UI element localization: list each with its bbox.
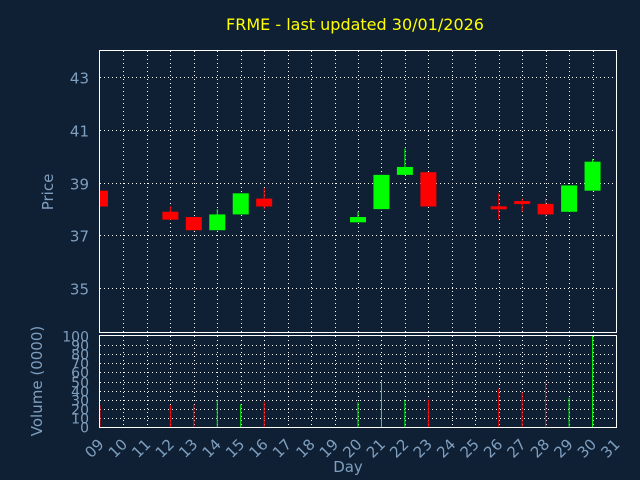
- volume-tick-label: 90: [71, 339, 89, 355]
- candle-body: [537, 203, 554, 215]
- candle-body: [209, 214, 226, 231]
- volume-tick-label: 40: [71, 385, 89, 401]
- price-axis-ticks: 35 37 39 41 43: [70, 70, 89, 299]
- volume-frame: [99, 335, 617, 428]
- price-tick-label: 43: [70, 70, 89, 88]
- price-axis-label: Price: [39, 174, 57, 211]
- candle-body: [232, 193, 249, 215]
- volume-tick-label: 70: [71, 357, 89, 373]
- candle-body: [584, 161, 601, 191]
- volume-tick-label: 100: [62, 330, 89, 346]
- candle-body: [373, 174, 390, 210]
- volume-tick-label: 60: [71, 366, 89, 382]
- candle-body: [396, 166, 413, 175]
- price-candles: [99, 148, 601, 231]
- price-tick-label: 35: [70, 281, 89, 299]
- volume-axis-label: Volume (0000): [28, 326, 46, 436]
- candle-body: [350, 217, 366, 223]
- price-panel: 35 37 39 41 43 Price: [39, 50, 617, 333]
- candle-body: [185, 217, 202, 231]
- volume-tick-label: 0: [80, 421, 89, 437]
- day-axis-label: Day: [333, 458, 363, 476]
- candle-body: [514, 201, 531, 205]
- volume-tick-label: 50: [71, 376, 89, 392]
- candle-body: [420, 172, 437, 207]
- candle-body: [100, 190, 108, 207]
- price-tick-label: 37: [70, 228, 89, 246]
- candle-body: [490, 206, 507, 210]
- candle-body: [162, 211, 179, 220]
- price-tick-label: 39: [70, 176, 89, 194]
- volume-tick-label: 80: [71, 348, 89, 364]
- price-tick-label: 41: [70, 123, 89, 141]
- chart-title: FRME - last updated 30/01/2026: [226, 15, 484, 34]
- candle-body: [256, 198, 273, 207]
- volume-tick-label: 20: [71, 403, 89, 419]
- candle-body: [561, 185, 578, 212]
- volume-tick-label: 30: [71, 394, 89, 410]
- volume-tick-label: 10: [71, 412, 89, 428]
- price-frame: [99, 50, 617, 333]
